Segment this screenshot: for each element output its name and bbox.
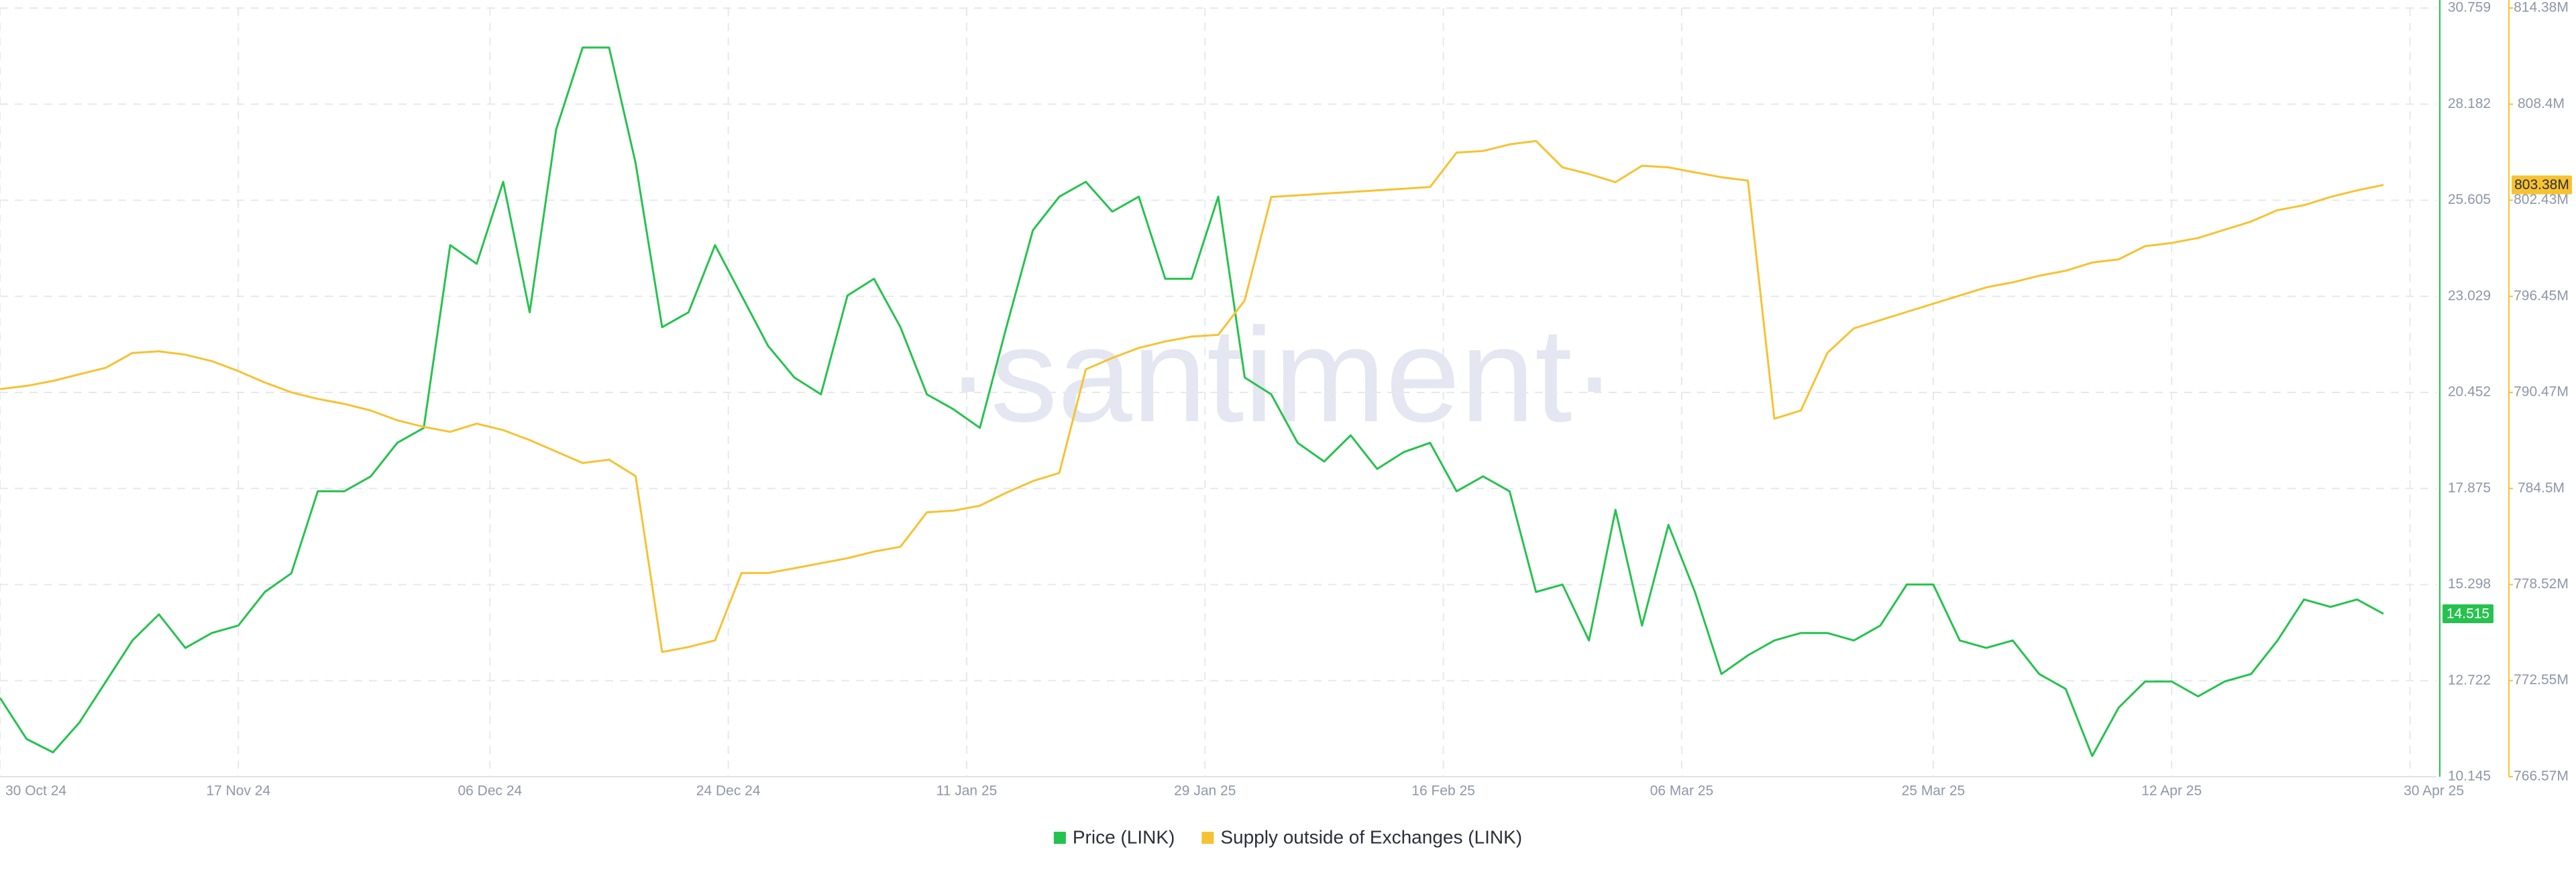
series-line — [0, 140, 2384, 653]
legend-label: Supply outside of Exchanges (LINK) — [1220, 826, 1522, 847]
x-tick-label: 17 Nov 24 — [206, 783, 270, 799]
y-tick-label: 28.182 — [2448, 96, 2491, 111]
last-value-badge — [2443, 604, 2493, 624]
last-value-label: 14.515 — [2447, 606, 2489, 622]
y2-tick-label: 790.47M — [2514, 384, 2569, 400]
y2-tick-label: 772.55M — [2514, 672, 2569, 688]
y2-tick-label: 814.38M — [2514, 0, 2569, 15]
x-tick-label: 24 Dec 24 — [696, 783, 761, 799]
y-tick-label: 10.145 — [2448, 769, 2491, 784]
y2-tick-label: 784.5M — [2518, 480, 2565, 496]
x-tick-label: 25 Mar 25 — [1902, 783, 1966, 799]
x-tick-label: 11 Jan 25 — [936, 783, 998, 799]
y-tick-label: 30.759 — [2448, 0, 2491, 15]
y-tick-label: 12.722 — [2448, 672, 2491, 688]
y2-tick-label: 796.45M — [2514, 288, 2569, 303]
legend-swatch — [1201, 832, 1214, 844]
x-tick-label: 12 Apr 25 — [2141, 783, 2202, 799]
y-tick-label: 23.029 — [2448, 288, 2491, 303]
x-tick-label: 06 Mar 25 — [1650, 783, 1714, 799]
last-value-badge — [2512, 175, 2572, 195]
y-tick-label: 15.298 — [2448, 576, 2491, 592]
x-tick-label: 30 Oct 24 — [5, 783, 66, 799]
x-tick-label: 29 Jan 25 — [1174, 783, 1236, 799]
legend-label: Price (LINK) — [1073, 826, 1175, 847]
legend-swatch — [1053, 832, 1066, 844]
y2-tick-label: 766.57M — [2514, 769, 2569, 784]
watermark: ·santiment· — [946, 301, 1617, 450]
y-tick-label: 17.875 — [2448, 480, 2491, 496]
legend: Price (LINK) Supply outside of Exchanges … — [1053, 826, 1522, 847]
y-tick-label: 25.605 — [2448, 192, 2491, 207]
y2-tick-label: 778.52M — [2514, 576, 2569, 592]
y-tick-label: 20.452 — [2448, 384, 2491, 400]
y2-tick-label: 802.43M — [2514, 192, 2569, 207]
x-tick-label: 16 Feb 25 — [1411, 783, 1475, 799]
x-tick-label: 06 Dec 24 — [458, 783, 522, 799]
x-tick-label: 30 Apr 25 — [2404, 783, 2464, 799]
last-value-label: 803.38M — [2514, 177, 2569, 193]
series-line — [0, 46, 2384, 757]
y2-tick-label: 808.4M — [2518, 96, 2565, 111]
